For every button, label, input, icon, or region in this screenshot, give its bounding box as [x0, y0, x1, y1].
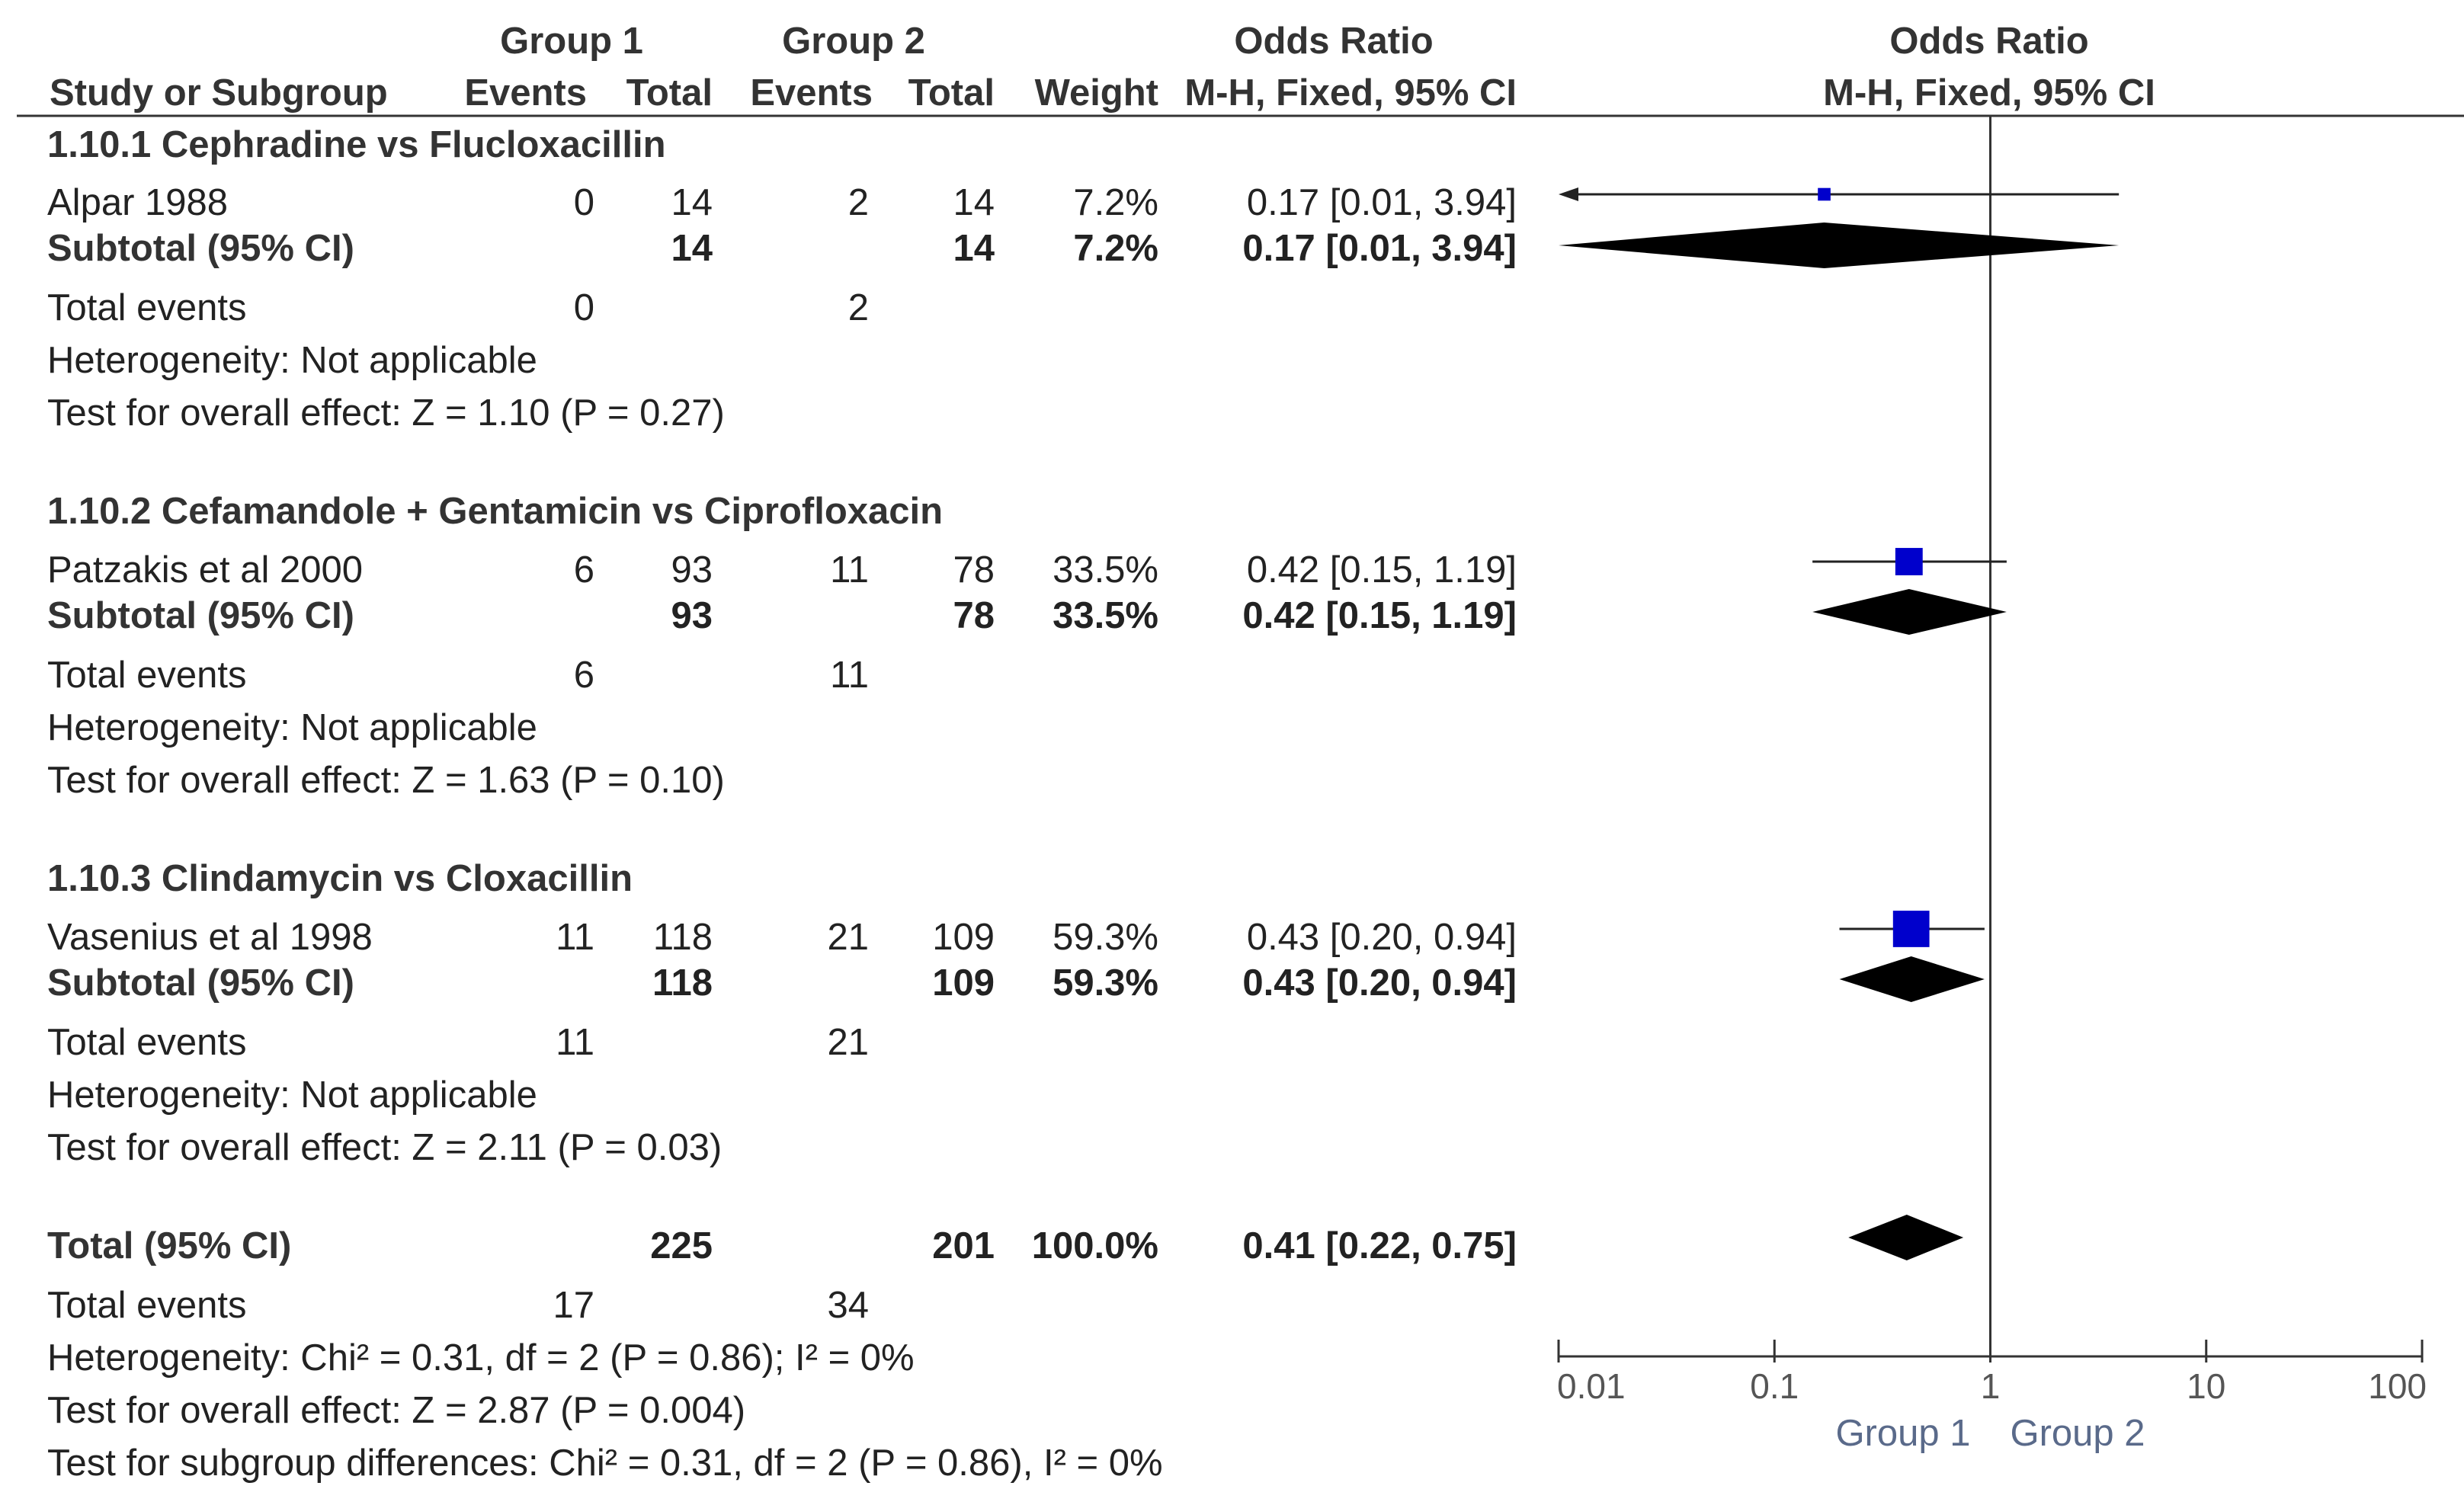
overall-effect: Test for overall effect: Z = 2.11 (P = 0… [47, 1127, 723, 1168]
total-events-label: Total events [47, 655, 247, 696]
favours-right-label: Group 2 [2011, 1413, 2145, 1454]
study-or: 0.43 [0.20, 0.94] [1246, 917, 1517, 958]
total-events-label: Total events [47, 1285, 247, 1326]
x-tick-label: 1 [1981, 1366, 2001, 1406]
x-tick-label: 10 [2187, 1366, 2225, 1406]
study-events1: 0 [573, 182, 594, 223]
total-events1: 11 [556, 1022, 594, 1063]
ci-arrow-left [1559, 187, 1578, 201]
subtotal-total1: 118 [652, 962, 713, 1004]
heterogeneity: Heterogeneity: Not applicable [47, 340, 537, 381]
total-weight: 100.0% [1031, 1225, 1158, 1266]
subtotal-weight: 33.5% [1053, 595, 1158, 636]
subtotal-weight: 59.3% [1053, 962, 1158, 1004]
study-events2: 2 [848, 182, 869, 223]
total-label: Total (95% CI) [47, 1225, 292, 1266]
header-or-col: Odds Ratio [1234, 21, 1434, 62]
study-or: 0.17 [0.01, 3.94] [1246, 182, 1517, 223]
header-total1: Total [626, 72, 713, 114]
study-total1: 14 [671, 182, 713, 223]
x-tick-label: 0.1 [1750, 1366, 1799, 1406]
total-events-label: Total events [47, 1022, 247, 1063]
subtotal-or: 0.43 [0.20, 0.94] [1242, 962, 1517, 1004]
study-total2: 78 [953, 549, 995, 591]
study-events2: 11 [830, 549, 869, 591]
header-method: M-H, Fixed, 95% CI [1184, 72, 1517, 114]
subtotal-weight: 7.2% [1073, 228, 1158, 269]
subtotal-or: 0.17 [0.01, 3.94] [1242, 228, 1517, 269]
study-or: 0.42 [0.15, 1.19] [1246, 549, 1517, 591]
pooled-diamond [1812, 589, 2007, 635]
total-or: 0.41 [0.22, 0.75] [1242, 1225, 1517, 1266]
total-events1: 17 [553, 1285, 594, 1326]
total-heterogeneity: Heterogeneity: Chi² = 0.31, df = 2 (P = … [47, 1337, 915, 1379]
overall-effect: Test for overall effect: Z = 1.63 (P = 0… [47, 760, 725, 801]
subtotal-label: Subtotal (95% CI) [47, 962, 354, 1004]
subtotal-or: 0.42 [0.15, 1.19] [1242, 595, 1517, 636]
x-tick-label: 0.01 [1557, 1366, 1626, 1406]
favours-left-label: Group 1 [1835, 1413, 1970, 1454]
total-events2: 11 [830, 655, 869, 696]
study-name: Patzakis et al 2000 [47, 549, 364, 591]
total-total1: 225 [650, 1225, 713, 1266]
subtotal-total1: 14 [671, 228, 713, 269]
total-overall-effect: Test for overall effect: Z = 2.87 (P = 0… [47, 1390, 746, 1431]
pooled-diamond [1848, 1215, 1964, 1260]
subgroup-title: 1.10.2 Cefamandole + Gentamicin vs Cipro… [47, 491, 944, 532]
study-events2: 21 [827, 917, 869, 958]
heterogeneity: Heterogeneity: Not applicable [47, 1074, 537, 1116]
subtotal-label: Subtotal (95% CI) [47, 595, 354, 636]
study-name: Alpar 1988 [47, 182, 229, 223]
header-group2: Group 2 [782, 21, 925, 62]
study-total2: 109 [932, 917, 995, 958]
header-events1: Events [464, 72, 587, 114]
total-events-label: Total events [47, 287, 247, 328]
header-or-plot: Odds Ratio [1889, 21, 2089, 62]
subtotal-total1: 93 [671, 595, 713, 636]
study-events1: 11 [556, 917, 594, 958]
total-events1: 0 [573, 287, 594, 328]
heterogeneity: Heterogeneity: Not applicable [47, 707, 537, 748]
study-box [1895, 548, 1923, 575]
subgroup-differences: Test for subgroup differences: Chi² = 0.… [47, 1443, 1163, 1484]
study-weight: 33.5% [1053, 549, 1158, 591]
study-weight: 59.3% [1053, 917, 1158, 958]
subgroup-title: 1.10.1 Cephradine vs Flucloxacillin [47, 124, 666, 165]
header-events2: Events [750, 72, 873, 114]
subtotal-total2: 14 [953, 228, 995, 269]
header-total2: Total [908, 72, 995, 114]
x-tick-label: 100 [2368, 1366, 2427, 1406]
study-name: Vasenius et al 1998 [47, 917, 373, 958]
study-weight: 7.2% [1073, 182, 1158, 223]
subtotal-total2: 109 [932, 962, 995, 1004]
pooled-diamond [1839, 956, 1985, 1002]
header-method-plot: M-H, Fixed, 95% CI [1823, 72, 2155, 114]
header-group1: Group 1 [500, 21, 643, 62]
total-events2: 21 [827, 1022, 869, 1063]
study-events1: 6 [573, 549, 594, 591]
subtotal-total2: 78 [953, 595, 995, 636]
study-box [1892, 911, 1930, 947]
pooled-diamond [1559, 223, 2120, 268]
total-events2: 2 [848, 287, 869, 328]
study-total2: 14 [953, 182, 995, 223]
subtotal-label: Subtotal (95% CI) [47, 228, 354, 269]
header-study: Study or Subgroup [50, 72, 388, 114]
study-total1: 118 [652, 917, 713, 958]
total-total2: 201 [932, 1225, 995, 1266]
total-events2: 34 [827, 1285, 869, 1326]
study-total1: 93 [671, 549, 713, 591]
total-events1: 6 [573, 655, 594, 696]
header-weight: Weight [1034, 72, 1158, 114]
subgroup-title: 1.10.3 Clindamycin vs Cloxacillin [47, 858, 633, 899]
study-box [1818, 187, 1831, 201]
overall-effect: Test for overall effect: Z = 1.10 (P = 0… [47, 392, 725, 434]
